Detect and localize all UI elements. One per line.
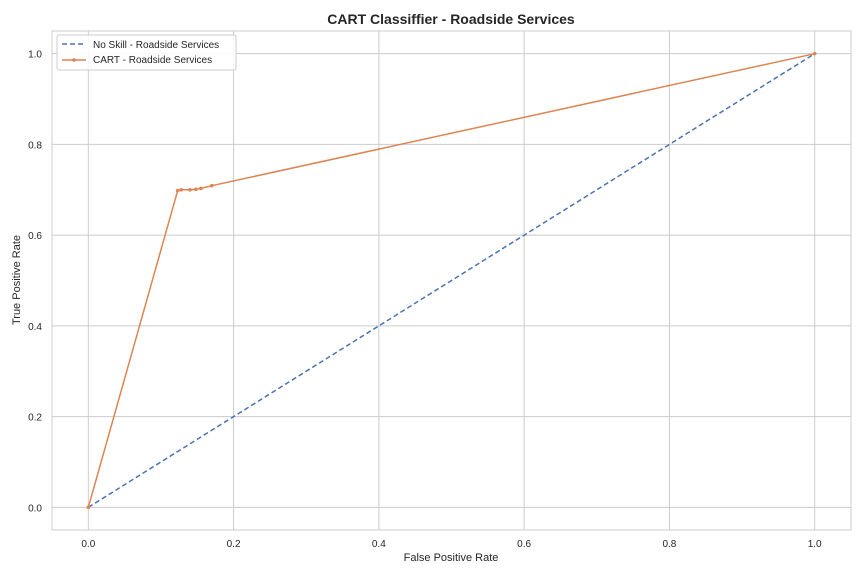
y-axis-label: True Positive Rate <box>11 235 23 325</box>
y-tick-label: 0.0 <box>28 503 42 514</box>
series-point-1 <box>194 187 198 192</box>
x-tick-label: 0.6 <box>517 539 531 550</box>
series-point-1 <box>812 51 817 56</box>
series-point-1 <box>210 183 214 188</box>
series-line-0 <box>87 53 816 508</box>
x-axis-label: False Positive Rate <box>404 552 499 564</box>
legend: No Skill - Roadside Services CART - Road… <box>56 34 237 71</box>
legend-label-no-skill: No Skill - Roadside Services <box>93 40 219 51</box>
x-tick-label: 0.4 <box>372 539 386 550</box>
plot-area-frame <box>51 30 852 531</box>
y-tick-label: 1.0 <box>28 50 42 61</box>
series-point-1 <box>175 188 180 193</box>
y-tick-label: 0.4 <box>28 322 42 333</box>
series-layer <box>86 51 817 510</box>
legend-label-cart: CART - Roadside Services <box>93 55 212 66</box>
y-tick-label: 0.2 <box>28 413 42 424</box>
series-point-1 <box>188 187 192 192</box>
x-axis-ticks: 0.0 0.2 0.4 0.6 0.8 1.0 <box>81 539 822 550</box>
y-tick-label: 0.6 <box>28 231 42 242</box>
x-tick-label: 0.8 <box>662 539 676 550</box>
legend-box <box>56 34 237 71</box>
series-point-1 <box>86 505 91 510</box>
series-point-1 <box>199 186 203 191</box>
x-tick-label: 0.0 <box>81 539 95 550</box>
chart-title: CART Classiffier - Roadside Services <box>327 11 575 27</box>
x-tick-label: 0.2 <box>227 539 241 550</box>
y-axis-ticks: 0.0 0.2 0.4 0.6 0.8 1.0 <box>28 50 42 515</box>
series-point-1 <box>179 187 184 192</box>
x-tick-label: 1.0 <box>808 539 822 550</box>
legend-marker-cart <box>72 58 76 62</box>
y-tick-label: 0.8 <box>28 140 42 151</box>
